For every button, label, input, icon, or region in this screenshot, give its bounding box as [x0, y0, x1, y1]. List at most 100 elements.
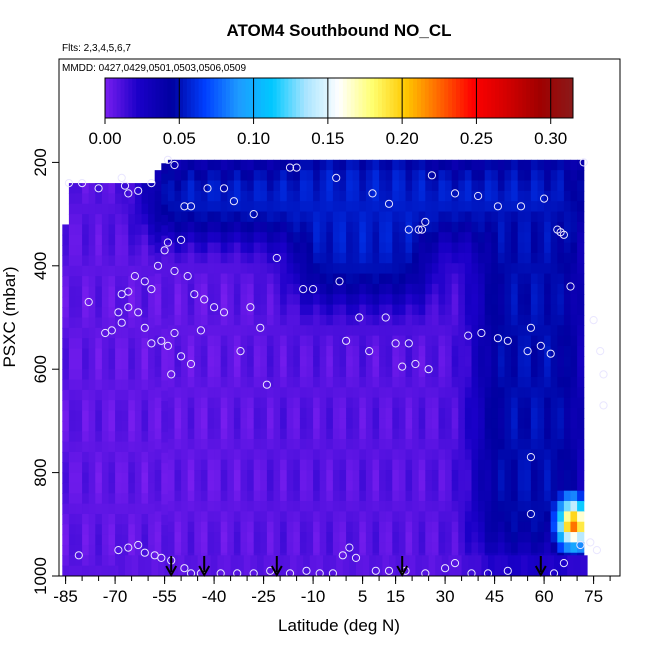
heatmap-cell	[266, 201, 275, 213]
heatmap-cell	[214, 304, 222, 316]
colorbar-swatch	[436, 78, 441, 118]
heatmap-cell	[524, 542, 532, 554]
heatmap-cell	[293, 397, 301, 409]
heatmap-cell	[174, 552, 182, 556]
colorbar-swatch	[288, 78, 293, 118]
heatmap-cell	[75, 214, 83, 226]
heatmap-cell	[247, 511, 255, 523]
heatmap-cell	[392, 190, 400, 202]
heatmap-cell	[471, 449, 479, 461]
heatmap-cell	[299, 470, 308, 481]
heatmap-cell	[299, 439, 308, 450]
heatmap-cell	[134, 245, 143, 257]
heatmap-cell	[332, 490, 341, 502]
heatmap-cell	[451, 283, 459, 295]
heatmap-cell	[530, 366, 539, 378]
heatmap-cell	[101, 389, 110, 401]
heatmap-cell	[313, 439, 321, 450]
colorbar-swatch	[128, 78, 133, 118]
heatmap-cell	[550, 356, 558, 368]
heatmap-cell	[392, 449, 400, 461]
heatmap-cell	[88, 400, 96, 412]
sample-point	[503, 336, 512, 345]
heatmap-cell	[395, 555, 403, 576]
colorbar-swatch	[502, 78, 508, 118]
heatmap-cell	[339, 221, 347, 233]
heatmap-cell	[101, 255, 110, 267]
heatmap-cell	[517, 521, 525, 533]
heatmap-cell	[537, 356, 545, 368]
heatmap-cell	[181, 190, 189, 202]
heatmap-cell	[220, 314, 228, 326]
heatmap-cell	[115, 379, 123, 391]
heatmap-cell	[392, 345, 400, 357]
heatmap-cell	[550, 252, 558, 264]
heatmap-cell	[313, 304, 321, 316]
heatmap-cell	[537, 314, 545, 326]
heatmap-cell	[385, 221, 393, 233]
heatmap-cell	[352, 242, 360, 254]
heatmap-cell	[134, 286, 143, 298]
heatmap-cell	[247, 459, 255, 471]
heatmap-cell	[438, 439, 446, 450]
heatmap-cell	[154, 366, 162, 378]
heatmap-cell	[524, 232, 532, 244]
heatmap-cell	[319, 201, 327, 213]
heatmap-cell	[68, 338, 77, 350]
heatmap-cell	[385, 532, 393, 543]
heatmap-cell	[346, 387, 354, 399]
heatmap-cell	[372, 552, 380, 556]
heatmap-cell	[379, 418, 387, 430]
heatmap-cell	[101, 348, 110, 360]
heatmap-cell	[346, 263, 354, 275]
heatmap-cell	[398, 366, 407, 378]
heatmap-cell	[207, 532, 215, 543]
heatmap-cell	[260, 345, 268, 357]
sample-point	[140, 323, 149, 332]
heatmap-cell	[471, 387, 479, 399]
colorbar-swatch	[112, 78, 118, 118]
heatmap-cell	[266, 242, 275, 254]
heatmap-cell	[405, 459, 413, 471]
heatmap-cell	[418, 490, 426, 502]
heatmap-cell	[194, 252, 202, 264]
heatmap-cell	[458, 232, 466, 244]
heatmap-cell	[247, 283, 255, 295]
heatmap-cell	[115, 420, 123, 432]
colorbar-swatch	[233, 78, 239, 118]
heatmap-cell	[167, 190, 176, 202]
heatmap-cell	[154, 201, 162, 213]
heatmap-cell	[326, 511, 334, 523]
heatmap-cell	[273, 345, 281, 357]
heatmap-cell	[233, 397, 242, 409]
heatmap-cell	[220, 294, 228, 306]
heatmap-cell	[471, 521, 479, 533]
heatmap-cell	[128, 441, 136, 453]
heatmap-cell	[537, 211, 545, 223]
heatmap-cell	[68, 472, 77, 484]
heatmap-cell	[563, 294, 572, 306]
heatmap-cell	[233, 159, 242, 171]
heatmap-cell	[365, 180, 374, 192]
heatmap-cell	[280, 263, 288, 275]
heatmap-cell	[385, 552, 393, 556]
sample-point	[566, 282, 575, 291]
heatmap-cell	[524, 418, 532, 430]
heatmap-cell	[181, 232, 189, 244]
heatmap-cell	[478, 501, 486, 512]
heatmap-cell	[484, 449, 492, 461]
heatmap-cell	[286, 501, 294, 512]
heatmap-cell	[425, 428, 433, 440]
heatmap-cell	[445, 490, 453, 502]
heatmap-cell	[491, 242, 499, 254]
heatmap-cell	[214, 211, 222, 223]
heatmap-cell	[412, 335, 420, 347]
heatmap-cell	[464, 552, 473, 556]
heatmap-cell	[108, 389, 116, 401]
heatmap-cell	[530, 428, 539, 440]
heatmap-cell	[253, 325, 261, 337]
heatmap-cell	[313, 273, 321, 285]
heatmap-cell	[428, 555, 436, 576]
heatmap-cell	[207, 397, 215, 409]
heatmap-cell	[306, 335, 314, 347]
